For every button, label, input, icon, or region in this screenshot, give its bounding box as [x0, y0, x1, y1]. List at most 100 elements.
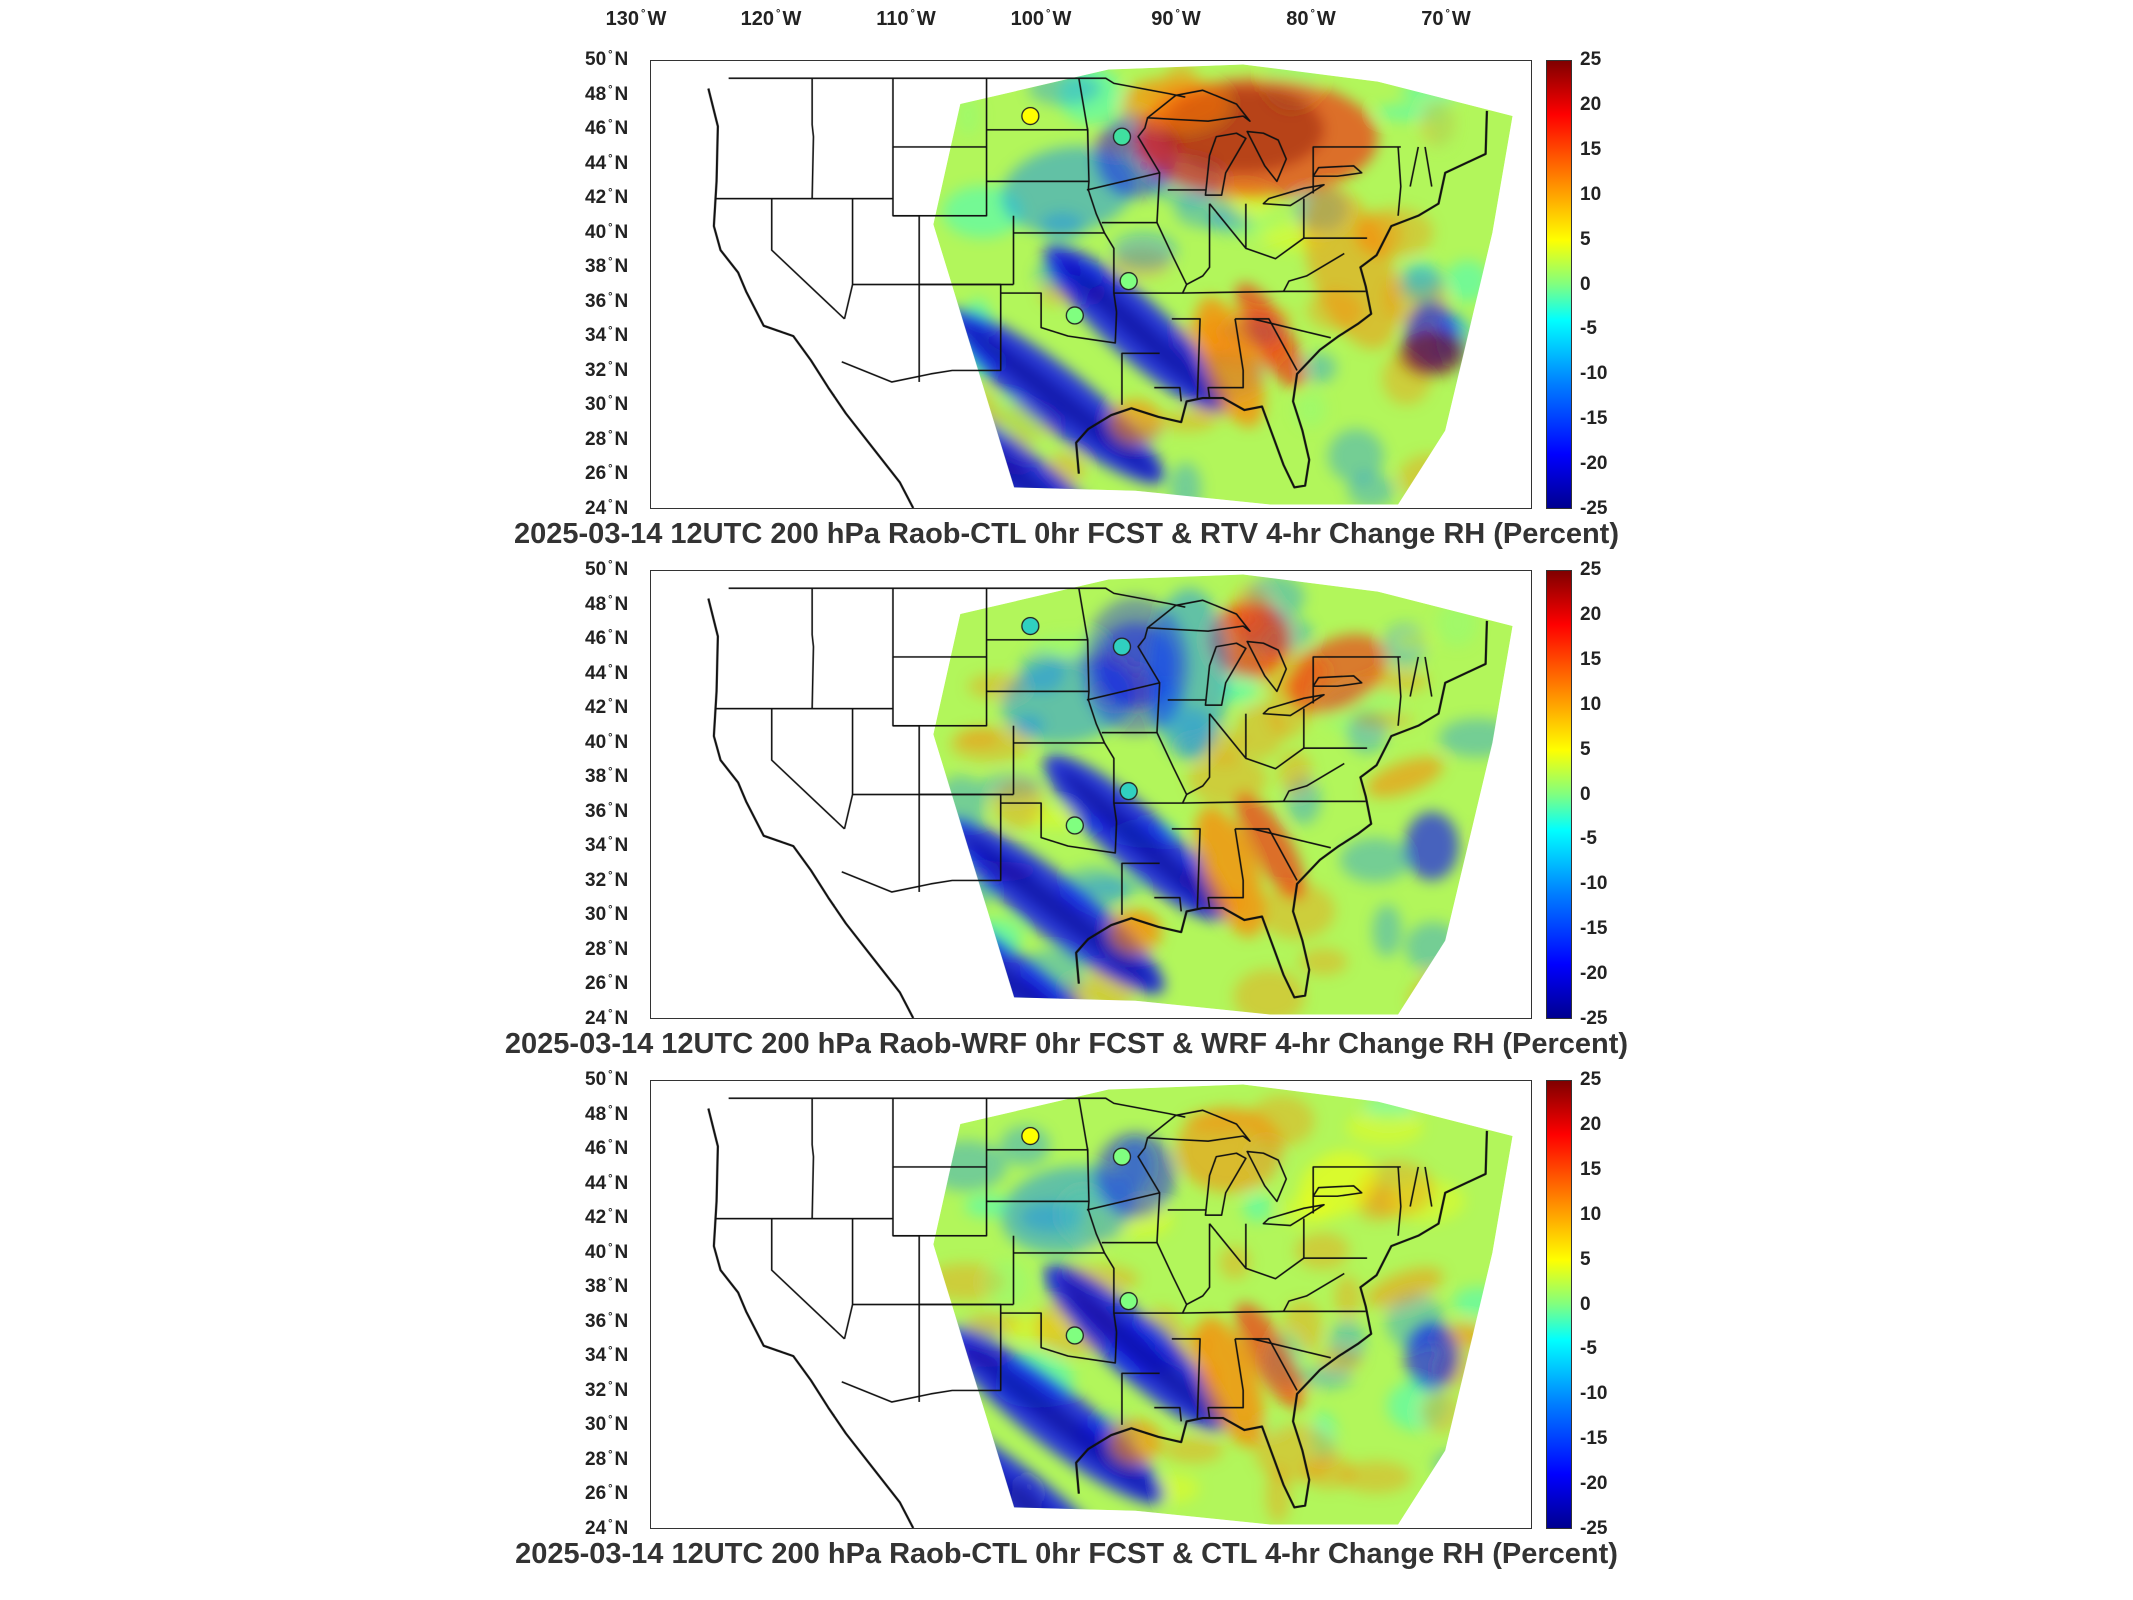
colorbar-tick-label: 10	[1580, 693, 1602, 715]
latitude-label: 48 ° N	[585, 1103, 629, 1125]
latitude-label: 44 ° N	[585, 1172, 629, 1194]
colorbar-tick-label: 0	[1580, 783, 1591, 805]
longitude-axis: 130 ° W 120 ° W 110 ° W 100 ° W 90 ° W 80 ° W 70 ° W	[0, 0, 2133, 40]
latitude-label: 30 ° N	[585, 1414, 629, 1436]
latitude-label: 38 ° N	[585, 1276, 629, 1298]
latitude-label: 40 ° N	[585, 1241, 629, 1263]
colorbar-tick-label: 20	[1580, 603, 1602, 625]
latitude-label: 30 ° N	[585, 394, 629, 416]
latitude-label: 34 ° N	[585, 1345, 629, 1367]
latitude-label: 26 ° N	[585, 463, 629, 485]
raob-markers	[1021, 106, 1138, 325]
colorbar-tick-label: -25	[1580, 1008, 1608, 1029]
latitude-label: 26 ° N	[585, 1483, 629, 1505]
colorbar-tick-label: -10	[1580, 873, 1608, 895]
colorbar-tick-label: -25	[1580, 1518, 1608, 1539]
political-boundaries	[707, 77, 1488, 508]
raob-marker	[1119, 1291, 1138, 1311]
rh-change-field	[933, 1084, 1513, 1525]
longitude-label: 130 ° W	[605, 8, 667, 30]
colorbar-tick-label: 20	[1580, 93, 1602, 115]
raob-marker	[1065, 816, 1084, 835]
colorbar-tick-label: 15	[1580, 138, 1602, 160]
rh-change-field	[933, 64, 1513, 505]
latitude-label: 32 ° N	[585, 359, 629, 382]
panel-title: 2025-03-14 12UTC 200 hPa Raob-CTL 0hr FC…	[514, 518, 1619, 550]
latitude-label: 44 ° N	[585, 662, 629, 684]
latitude-label: 28 ° N	[585, 428, 629, 451]
colorbar-tick-label: -25	[1580, 498, 1608, 519]
map-plot-area	[650, 1080, 1532, 1529]
colorbar-tick-label: 10	[1580, 183, 1602, 205]
raob-marker	[1112, 637, 1132, 656]
latitude-label: 44 ° N	[585, 152, 629, 174]
raob-marker	[1021, 616, 1040, 636]
latitude-label: 32 ° N	[585, 869, 629, 892]
raob-marker	[1119, 781, 1138, 801]
raob-marker	[1119, 271, 1138, 291]
latitude-label: 38 ° N	[585, 256, 629, 278]
colorbar-tick-label: 0	[1580, 273, 1591, 295]
map-plot-area	[650, 570, 1532, 1019]
colorbar-tick-label: 0	[1580, 1293, 1591, 1315]
latitude-label: 24 ° N	[585, 1517, 629, 1540]
colorbar-tick-label: -15	[1580, 1428, 1608, 1450]
colorbar-tick-label: 10	[1580, 1203, 1602, 1225]
colorbar-tick-label: 5	[1580, 1248, 1591, 1270]
colorbar-tick-label: 20	[1580, 1113, 1602, 1135]
latitude-label: 30 ° N	[585, 904, 629, 926]
latitude-label: 32 ° N	[585, 1379, 629, 1402]
latitude-label: 50 ° N	[585, 558, 629, 581]
colorbar-tick-label: -15	[1580, 918, 1608, 940]
colorbar-tick-label: -20	[1580, 1473, 1608, 1495]
latitude-label: 28 ° N	[585, 1448, 629, 1471]
colorbar	[1546, 1080, 1572, 1529]
raob-marker	[1065, 306, 1084, 325]
latitude-label: 34 ° N	[585, 835, 629, 857]
latitude-label: 40 ° N	[585, 731, 629, 753]
latitude-label: 36 ° N	[585, 290, 629, 312]
political-boundaries	[707, 587, 1488, 1018]
colorbar-tick-label: 25	[1580, 49, 1602, 70]
latitude-label: 46 ° N	[585, 1137, 629, 1160]
longitude-label: 110 ° W	[876, 8, 936, 30]
latitude-label: 42 ° N	[585, 696, 629, 719]
colorbar-tick-label: 15	[1580, 648, 1602, 670]
latitude-label: 28 ° N	[585, 938, 629, 961]
longitude-label: 120 ° W	[740, 8, 802, 30]
map-panel: 50 ° N 48 ° N 46 ° N 44 ° N 42 ° N 40 ° N 38 ° N 36 ° N 34 ° N 32 ° N…	[0, 1069, 2133, 1590]
colorbar-tick-label: -10	[1580, 1383, 1608, 1405]
map-panel: 50 ° N 48 ° N 46 ° N 44 ° N 42 ° N 40 ° N 38 ° N 36 ° N 34 ° N 32 ° N…	[0, 559, 2133, 1080]
colorbar-tick-label: 5	[1580, 738, 1591, 760]
longitude-label: 80 ° W	[1286, 8, 1336, 30]
map-plot-area	[650, 60, 1532, 509]
raob-marker	[1112, 1147, 1132, 1166]
colorbar-tick-label: -20	[1580, 453, 1608, 475]
longitude-label: 70 ° W	[1421, 8, 1471, 30]
rh-change-field	[933, 574, 1513, 1015]
panel-title: 2025-03-14 12UTC 200 hPa Raob-CTL 0hr FC…	[515, 1538, 1618, 1570]
latitude-label: 42 ° N	[585, 186, 629, 209]
latitude-label: 42 ° N	[585, 1206, 629, 1229]
longitude-label: 100 ° W	[1010, 8, 1072, 30]
panel-title: 2025-03-14 12UTC 200 hPa Raob-WRF 0hr FC…	[504, 1028, 1629, 1060]
latitude-label: 50 ° N	[585, 48, 629, 71]
latitude-label: 48 ° N	[585, 83, 629, 105]
raob-markers	[1021, 1126, 1138, 1345]
colorbar	[1546, 570, 1572, 1019]
latitude-label: 50 ° N	[585, 1068, 629, 1091]
political-boundaries	[707, 1097, 1488, 1528]
colorbar-tick-label: -5	[1580, 318, 1597, 340]
latitude-label: 36 ° N	[585, 800, 629, 822]
colorbar-tick-label: 15	[1580, 1158, 1602, 1180]
colorbar-tick-label: -10	[1580, 363, 1608, 385]
raob-markers	[1021, 616, 1138, 835]
latitude-label: 46 ° N	[585, 627, 629, 650]
latitude-label: 24 ° N	[585, 1007, 629, 1030]
colorbar-tick-label: 25	[1580, 1069, 1602, 1090]
latitude-label: 48 ° N	[585, 593, 629, 615]
latitude-label: 24 ° N	[585, 497, 629, 520]
colorbar-tick-label: -20	[1580, 963, 1608, 985]
latitude-label: 40 ° N	[585, 221, 629, 243]
latitude-label: 34 ° N	[585, 325, 629, 347]
